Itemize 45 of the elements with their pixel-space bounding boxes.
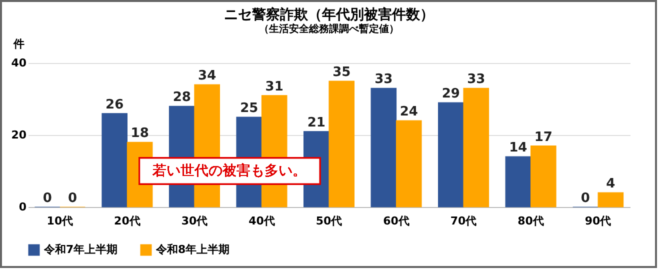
data-label: 35 [332, 65, 351, 80]
data-label: 28 [172, 90, 191, 106]
y-axis-title: 件 [12, 38, 24, 50]
data-label: 31 [265, 79, 284, 94]
bar [396, 120, 422, 208]
x-tick-label: 30代 [181, 214, 208, 228]
x-tick-label: 60代 [383, 214, 410, 228]
bar [102, 113, 128, 208]
bar [438, 102, 464, 208]
data-label: 4 [606, 176, 616, 192]
data-label: 26 [106, 97, 124, 112]
bar [370, 88, 397, 208]
x-tick-label: 10代 [46, 214, 74, 228]
x-tick-label: 20代 [114, 214, 140, 228]
x-tick-label: 70代 [450, 214, 477, 228]
data-label: 0 [68, 191, 78, 206]
bar [463, 88, 490, 208]
data-label: 21 [307, 115, 326, 130]
data-label: 18 [130, 126, 149, 142]
data-label: 17 [534, 130, 552, 145]
bar [328, 80, 355, 208]
bar [530, 146, 556, 208]
data-label: 33 [467, 72, 486, 88]
data-label: 24 [400, 104, 418, 120]
x-tick-label: 50代 [316, 214, 342, 228]
bar [505, 156, 532, 208]
data-label: 0 [42, 191, 52, 206]
chart-subtitle: （生活安全総務課調べ暫定値） [259, 23, 399, 35]
data-label: 14 [509, 140, 528, 156]
x-tick-label: 40代 [248, 214, 275, 228]
data-label: 34 [198, 68, 216, 84]
y-tick-label: 40 [11, 56, 27, 70]
annotation: 若い世代の被害も多い。 [152, 163, 307, 179]
data-label: 29 [442, 86, 460, 102]
y-tick-label: 20 [11, 128, 27, 142]
legend-label: 令和7年上半期 [43, 243, 118, 256]
bar [598, 192, 624, 208]
x-tick-label: 90代 [584, 214, 612, 228]
data-label: 0 [580, 191, 590, 206]
x-tick-label: 80代 [518, 214, 544, 228]
chart-title: ニセ警察詐欺（年代別被害件数） [224, 6, 434, 23]
legend-label: 令和8年上半期 [155, 243, 230, 256]
data-label: 33 [374, 72, 393, 88]
y-tick-label: 0 [18, 200, 27, 214]
data-label: 25 [240, 101, 258, 116]
